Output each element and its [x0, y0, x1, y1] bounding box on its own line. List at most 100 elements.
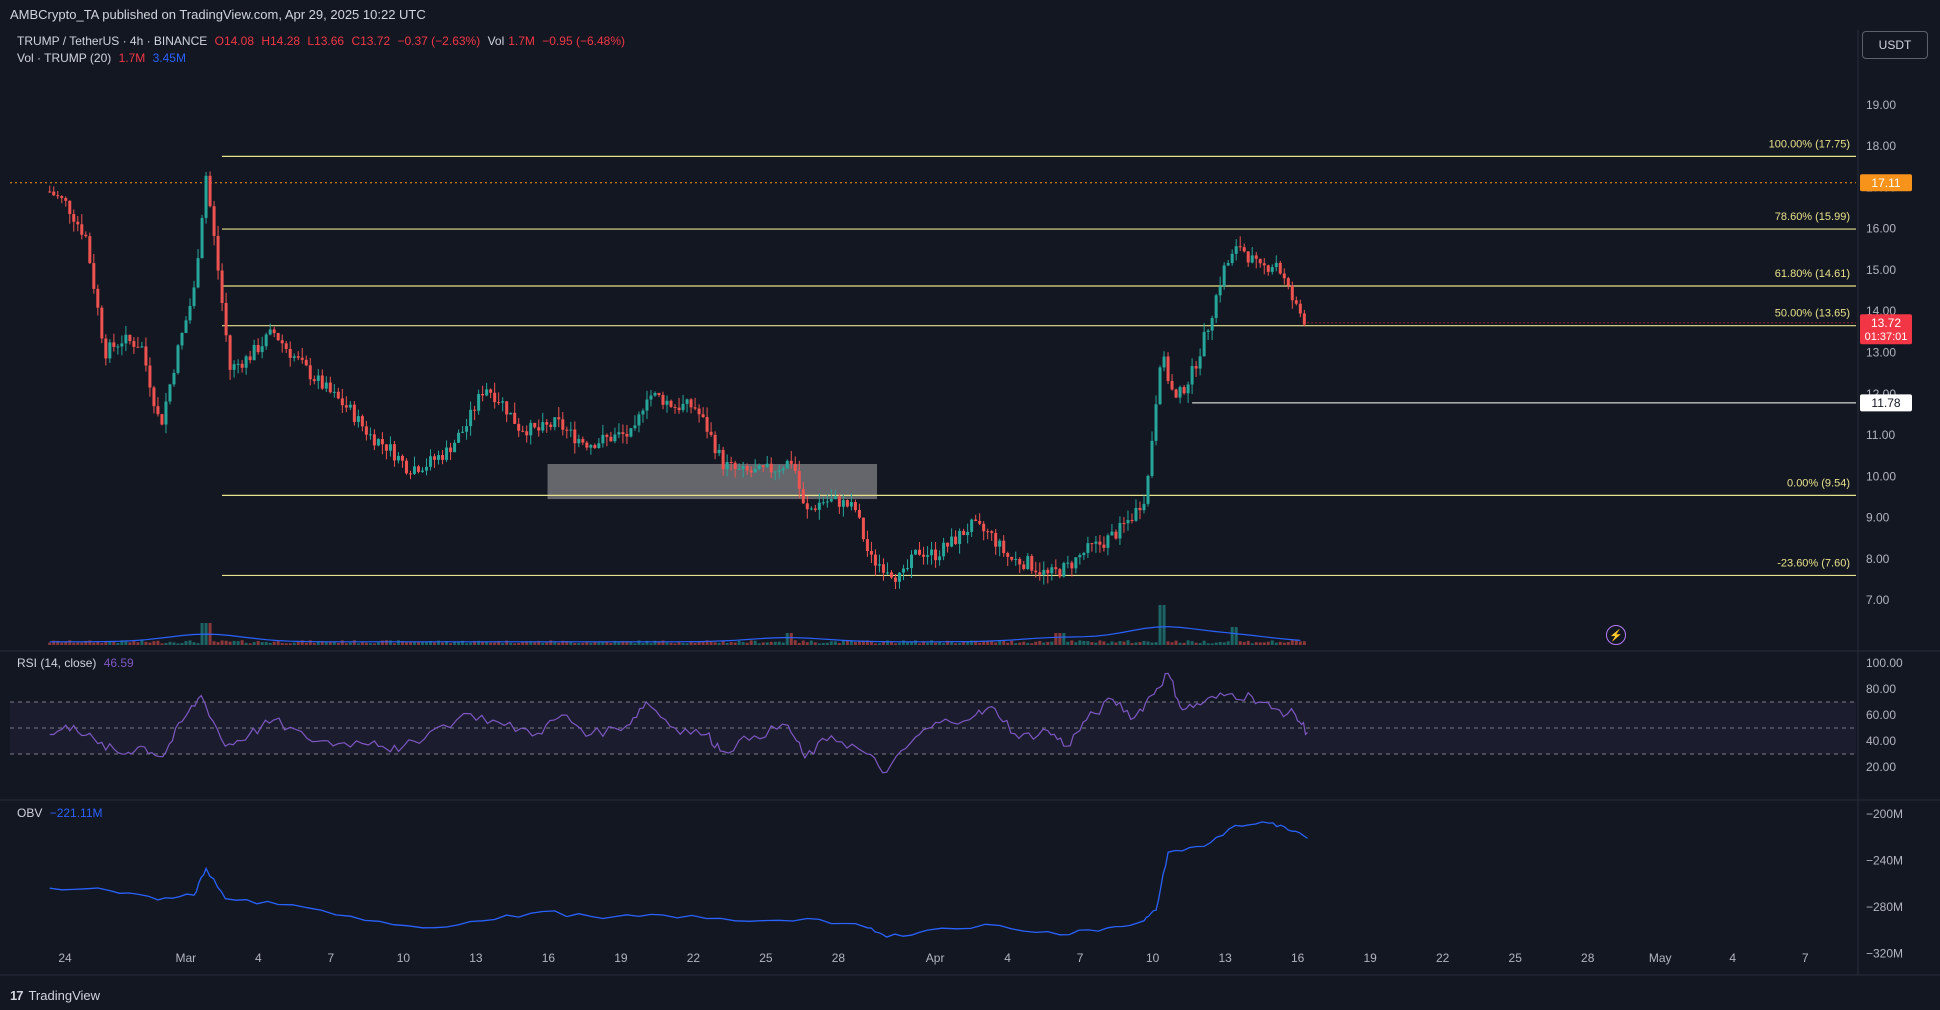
price-tag-label: 17.11 — [1871, 176, 1900, 190]
volume-bar — [1118, 641, 1122, 645]
volume-indicator-label[interactable]: Vol · TRUMP (20) — [17, 51, 112, 65]
candle-body — [525, 431, 529, 436]
volume-bar — [404, 642, 408, 645]
candle-body — [1214, 295, 1218, 318]
price-axis-tick: 9.00 — [1866, 511, 1890, 525]
bolt-icon[interactable]: ⚡ — [1606, 625, 1626, 645]
volume-bar — [845, 640, 849, 645]
candle-body — [288, 348, 292, 358]
candle-body — [926, 555, 930, 557]
volume-bar — [593, 641, 597, 645]
volume-bar — [605, 641, 609, 645]
candle-body — [685, 399, 689, 404]
candle-body — [1010, 556, 1014, 560]
time-axis-label: 4 — [1004, 951, 1011, 965]
candle-body — [689, 399, 693, 408]
high-value: H14.28 — [261, 34, 301, 48]
volume-bar — [994, 642, 998, 645]
volume-bar — [224, 640, 228, 645]
candle-body — [629, 428, 633, 437]
candle-body — [1278, 262, 1282, 274]
candle-body — [813, 508, 817, 510]
candle-body — [136, 346, 140, 348]
candle-body — [825, 501, 829, 503]
volume-bar — [633, 643, 637, 645]
volume-bar — [1142, 640, 1146, 645]
volume-bar — [665, 642, 669, 645]
price-tag-label: 13.72 — [1871, 316, 1901, 330]
volume-bar — [505, 640, 509, 645]
candle-body — [637, 414, 641, 426]
volume-bar — [930, 640, 934, 645]
candle-body — [196, 258, 200, 288]
price-axis-tick: 13.00 — [1866, 346, 1896, 360]
volume-bar — [849, 640, 853, 645]
candle-body — [1110, 531, 1114, 536]
candle-body — [902, 568, 905, 573]
volume-bar — [1162, 605, 1166, 645]
volume-bar — [469, 642, 473, 645]
volume-bar — [52, 640, 56, 645]
candle-body — [1122, 523, 1126, 525]
rsi-legend[interactable]: RSI (14, close) 46.59 — [17, 656, 138, 670]
volume-bar — [521, 641, 525, 645]
tradingview-brand[interactable]: 17 TradingView — [10, 988, 100, 1003]
volume-bar — [621, 641, 625, 645]
candle-body — [449, 447, 453, 453]
price-legend[interactable]: TRUMP / TetherUS · 4h · BINANCE O14.08 H… — [17, 34, 629, 48]
volume-bar — [1054, 633, 1058, 645]
volume-bar — [1226, 641, 1230, 645]
candle-body — [316, 375, 320, 381]
price-axis-tick: 11.00 — [1866, 428, 1895, 442]
volume-bar — [48, 642, 52, 645]
candle-body — [609, 436, 613, 442]
candle-body — [505, 401, 509, 415]
candle-body — [845, 500, 849, 507]
volume-bar — [1218, 641, 1222, 645]
volume-bar — [1286, 641, 1290, 645]
obv-legend[interactable]: OBV −221.11M — [17, 806, 107, 820]
candle-body — [833, 496, 837, 500]
volume-bar — [260, 642, 264, 645]
volume-bar — [56, 640, 60, 645]
volume-bar — [284, 643, 288, 645]
candle-body — [60, 196, 64, 199]
volume-bar — [1122, 641, 1126, 645]
volume-bar — [902, 640, 905, 645]
volume-legend[interactable]: Vol · TRUMP (20) 1.7M 3.45M — [17, 51, 190, 65]
volume-bar — [869, 640, 873, 645]
volume-bar — [597, 641, 601, 645]
volume-bar — [332, 641, 336, 645]
candle-body — [332, 391, 336, 393]
volume-bar — [697, 640, 701, 645]
volume-bar — [741, 642, 745, 645]
candle-body — [693, 407, 697, 409]
candle-body — [653, 392, 657, 396]
volume-bar — [946, 640, 950, 645]
candle-body — [897, 572, 901, 582]
volume-bar — [1298, 641, 1302, 645]
candle-body — [176, 345, 180, 373]
vol-label: Vol — [487, 34, 505, 48]
symbol-label[interactable]: TRUMP / TetherUS · 4h · BINANCE — [17, 34, 208, 48]
low-value: L13.66 — [307, 34, 345, 48]
volume-bar — [1222, 642, 1226, 645]
candle-body — [713, 434, 717, 454]
candle-body — [364, 426, 368, 435]
candle-body — [605, 434, 609, 437]
time-axis-label: 4 — [1729, 951, 1736, 965]
candle-body — [974, 519, 978, 522]
currency-button[interactable]: USDT — [1862, 31, 1928, 59]
volume-bar — [705, 640, 709, 645]
volume-bar — [950, 641, 954, 645]
volume-bar — [1058, 633, 1062, 645]
candle-body — [465, 426, 469, 432]
candle-body — [958, 530, 962, 544]
volume-bar — [1094, 642, 1098, 645]
candle-body — [857, 509, 861, 518]
rsi-label[interactable]: RSI (14, close) — [17, 656, 97, 670]
volume-bar — [577, 642, 581, 645]
obv-label[interactable]: OBV — [17, 806, 43, 820]
candle-body — [509, 412, 513, 415]
